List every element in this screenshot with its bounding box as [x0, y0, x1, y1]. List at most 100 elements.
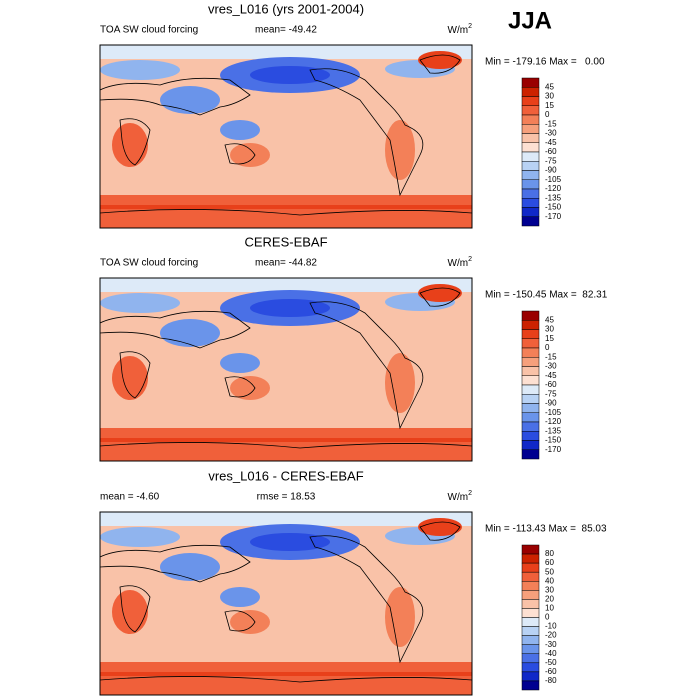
- map: [99, 44, 473, 229]
- colorbar-box: [521, 161, 540, 171]
- units-text: W/m: [448, 25, 469, 36]
- colorbar-box: [521, 421, 540, 432]
- colorbar-label: 30: [545, 92, 554, 101]
- season-label: JJA: [508, 7, 552, 34]
- colorbar-label: 0: [545, 343, 550, 352]
- colorbar-label: -10: [545, 622, 557, 631]
- map-frame: [99, 511, 473, 696]
- colorbar-label: -120: [545, 184, 562, 193]
- colorbar-box: [521, 151, 540, 162]
- colorbar-box: [521, 599, 540, 609]
- colorbar-box: [521, 449, 540, 460]
- colorbar-box: [521, 653, 540, 664]
- colorbar-label: 30: [545, 585, 554, 594]
- colorbar-label: 0: [545, 110, 550, 119]
- units-superscript: 2: [468, 256, 472, 263]
- colorbar-box: [521, 644, 540, 654]
- map-frame: [99, 44, 473, 229]
- colorbar-label: -45: [545, 138, 557, 147]
- colorbar-box: [521, 320, 540, 330]
- colorbar-label: 15: [545, 101, 554, 110]
- colorbar-box: [521, 431, 540, 441]
- colorbar-label: -135: [545, 193, 562, 202]
- colorbar-box: [521, 366, 540, 376]
- colorbar-label: 40: [545, 576, 554, 585]
- colorbar-box: [521, 608, 540, 618]
- colorbar-box: [521, 347, 540, 358]
- colorbar-box: [521, 329, 540, 339]
- colorbar-box: [521, 105, 540, 116]
- colorbar-box: [521, 114, 540, 125]
- colorbar-label: -105: [545, 175, 562, 184]
- colorbar-label: -30: [545, 362, 557, 371]
- colorbar-box: [521, 671, 540, 682]
- colorbar-box: [521, 170, 540, 180]
- panel-title: vres_L016 (yrs 2001-2004): [208, 1, 364, 16]
- colorbar-box: [521, 562, 540, 573]
- colorbar-box: [521, 440, 540, 450]
- colorbar-label: -20: [545, 631, 557, 640]
- colorbar-label: -40: [545, 649, 557, 658]
- colorbar-label: 45: [545, 82, 554, 91]
- colorbar-box: [521, 617, 540, 627]
- colorbar-box: [521, 338, 540, 349]
- colorbar-box: [521, 412, 540, 423]
- map: [99, 277, 473, 462]
- colorbar-label: -60: [545, 667, 557, 676]
- colorbar-box: [521, 96, 540, 106]
- colorbar-box: [521, 198, 540, 208]
- colorbar-label: -80: [545, 676, 557, 685]
- colorbar-box: [521, 133, 540, 143]
- colorbar-box: [521, 590, 540, 600]
- units: W/m2: [448, 256, 473, 269]
- panel-title: vres_L016 - CERES-EBAF: [208, 468, 363, 483]
- colorbar-box: [521, 142, 540, 153]
- colorbar-label: -150: [545, 203, 562, 212]
- left-label: TOA SW cloud forcing: [100, 25, 198, 36]
- colorbar-box: [521, 87, 540, 97]
- colorbar-label: -75: [545, 389, 557, 398]
- map-frame: [99, 277, 473, 462]
- center-label: mean= -49.42: [255, 25, 317, 36]
- left-label: mean = -4.60: [100, 492, 160, 503]
- colorbar-box: [521, 394, 540, 404]
- colorbar-box: [521, 384, 540, 395]
- left-label: TOA SW cloud forcing: [100, 258, 198, 269]
- colorbar-box: [521, 680, 540, 691]
- colorbar-box: [521, 403, 540, 413]
- colorbar-label: -60: [545, 147, 557, 156]
- colorbar-label: -170: [545, 445, 562, 454]
- colorbar-box: [521, 216, 540, 227]
- colorbar-label: 20: [545, 594, 554, 603]
- center-label: mean= -44.82: [255, 258, 317, 269]
- colorbar-label: 45: [545, 315, 554, 324]
- units-text: W/m: [448, 492, 469, 503]
- colorbar-box: [521, 626, 540, 636]
- colorbar-box: [521, 553, 540, 564]
- colorbar-label: -90: [545, 399, 557, 408]
- stats: Min = -150.45 Max = 82.31: [485, 290, 608, 301]
- colorbar-box: [521, 375, 540, 386]
- units-superscript: 2: [468, 23, 472, 30]
- colorbar-label: -150: [545, 436, 562, 445]
- colorbar-box: [521, 188, 540, 199]
- colorbar-label: -170: [545, 212, 562, 221]
- panel-title: CERES-EBAF: [244, 234, 327, 249]
- colorbar-box: [521, 310, 540, 321]
- colorbar-label: 10: [545, 604, 554, 613]
- colorbar-box: [521, 635, 540, 645]
- colorbar-label: -60: [545, 380, 557, 389]
- colorbar-label: 80: [545, 549, 554, 558]
- colorbar-label: 50: [545, 567, 554, 576]
- colorbar-label: -15: [545, 352, 557, 361]
- units: W/m2: [448, 490, 473, 503]
- colorbar-label: 30: [545, 325, 554, 334]
- colorbar-label: -75: [545, 156, 557, 165]
- colorbar-label: -15: [545, 119, 557, 128]
- colorbar-label: 0: [545, 613, 550, 622]
- colorbar-label: -105: [545, 408, 562, 417]
- colorbar-box: [521, 77, 540, 88]
